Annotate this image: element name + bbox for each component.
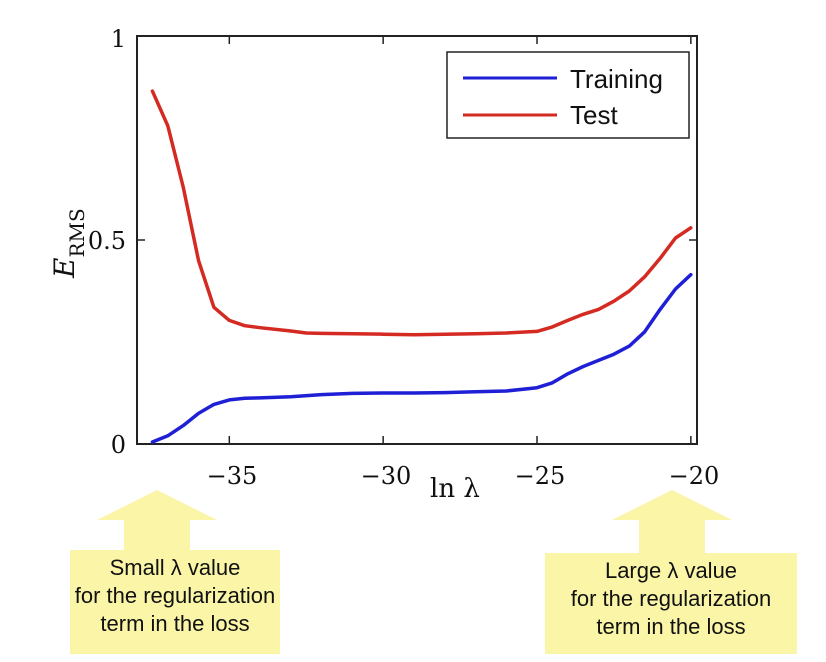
x-tick-label: −30 xyxy=(361,462,412,490)
y-tick-label: 0.5 xyxy=(88,227,126,255)
legend-label-test: Test xyxy=(570,100,618,130)
y-axis-label-subscript: RMS xyxy=(65,208,89,257)
legend-label-training: Training xyxy=(570,64,663,94)
series-line-training xyxy=(150,272,693,444)
series-line-test xyxy=(150,89,693,337)
small-lambda-callout: Small λ value for the regularization ter… xyxy=(70,550,280,654)
large-lambda-callout: Large λ value for the regularization ter… xyxy=(545,553,797,654)
left-arrow xyxy=(97,490,217,550)
y-tick-label: 1 xyxy=(111,25,126,53)
y-tick-label: 0 xyxy=(111,431,126,459)
x-tick-label: −35 xyxy=(207,462,258,490)
x-tick-label: −20 xyxy=(669,462,720,490)
series-layer xyxy=(150,89,693,444)
x-tick-label: −25 xyxy=(515,462,566,490)
right-arrow xyxy=(612,490,732,553)
y-axis-label: ERMS xyxy=(48,208,89,279)
tick-marks xyxy=(137,35,697,445)
legend-box xyxy=(446,51,690,139)
x-axis-label: ln λ xyxy=(430,474,480,504)
